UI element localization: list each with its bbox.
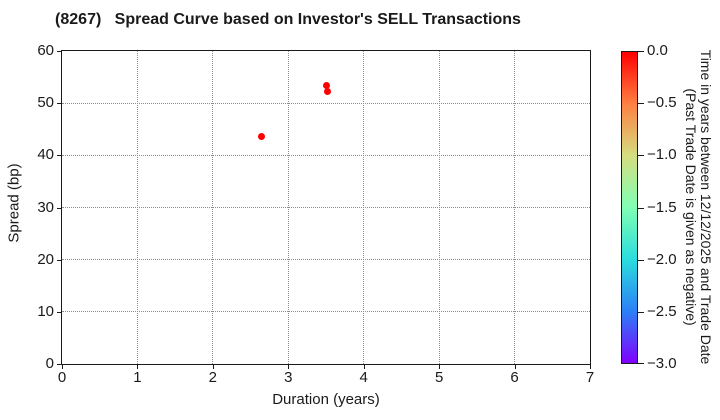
colorbar-tick-label: −0.5	[647, 94, 677, 112]
colorbar-tick-mark	[638, 259, 644, 261]
y-gridline	[62, 259, 590, 261]
x-tick-mark	[212, 365, 214, 369]
x-tick-label: 6	[510, 369, 519, 386]
colorbar-tick-mark	[638, 207, 644, 209]
x-tick-label: 3	[284, 369, 293, 386]
colorbar-tick-mark	[638, 155, 644, 157]
y-tick-mark	[57, 51, 61, 52]
x-tick-label: 1	[133, 369, 142, 386]
x-tick-label: 4	[359, 369, 368, 386]
x-tick-mark	[62, 365, 63, 369]
y-tick-mark	[57, 103, 61, 105]
x-tick-label: 0	[57, 369, 67, 386]
y-tick-label: 10	[37, 302, 54, 320]
x-tick-mark	[363, 365, 365, 369]
chart-title: (8267) Spread Curve based on Investor's …	[55, 11, 521, 28]
y-tick-mark	[57, 364, 61, 365]
colorbar-label-line1: Time in years between 12/12/2025 and Tra…	[698, 49, 714, 365]
y-gridline	[62, 154, 590, 156]
x-axis-label: Duration (years)	[272, 391, 380, 408]
data-point	[324, 88, 331, 96]
y-gridline	[62, 311, 590, 313]
x-tick-label: 2	[208, 369, 218, 386]
plot-area	[62, 51, 590, 364]
colorbar-tick-label: −2.0	[647, 250, 677, 268]
colorbar-tick-label: −1.5	[647, 198, 677, 216]
data-point	[322, 81, 330, 89]
y-tick-label: 20	[37, 250, 54, 268]
y-tick-mark	[57, 259, 61, 261]
colorbar-tick-label: −1.0	[647, 146, 677, 164]
x-tick-label: 5	[434, 369, 444, 386]
y-tick-label: 40	[37, 146, 54, 164]
colorbar-tick-mark	[638, 311, 644, 313]
x-tick-mark	[439, 365, 441, 369]
y-tick-mark	[57, 311, 61, 313]
colorbar	[621, 51, 638, 364]
y-tick-mark	[57, 155, 61, 157]
y-tick-mark	[57, 207, 61, 209]
y-tick-label: 0	[45, 355, 54, 372]
y-tick-label: 50	[37, 94, 54, 112]
y-gridline	[62, 102, 590, 104]
colorbar-tick-label: −3.0	[647, 355, 677, 372]
colorbar-tick-mark	[638, 363, 644, 364]
x-tick-mark	[288, 365, 290, 369]
colorbar-tick-label: 0.0	[647, 42, 668, 59]
plot-border	[61, 50, 591, 365]
x-tick-mark	[590, 365, 591, 369]
x-tick-label: 7	[585, 369, 595, 386]
x-tick-mark	[137, 365, 139, 369]
data-point	[258, 132, 266, 140]
y-tick-label: 30	[37, 198, 54, 216]
colorbar-tick-label: −2.5	[647, 302, 677, 320]
colorbar-tick-mark	[638, 103, 644, 105]
x-tick-mark	[514, 365, 516, 369]
colorbar-tick-mark	[638, 51, 644, 52]
y-gridline	[62, 207, 590, 208]
y-tick-label: 60	[37, 42, 54, 59]
